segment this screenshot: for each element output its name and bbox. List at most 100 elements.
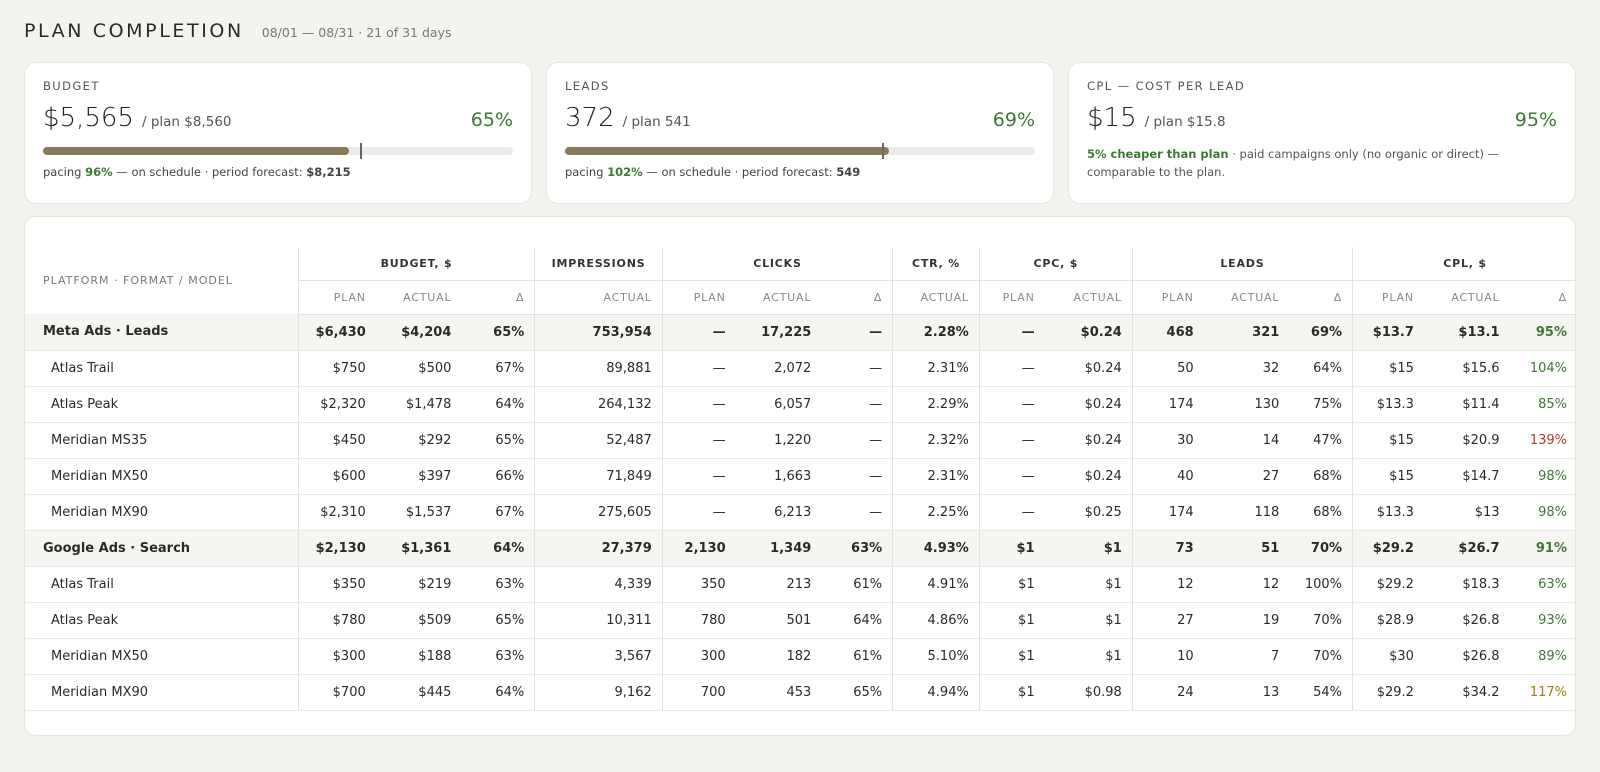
- table-row: Atlas Trail $750 $500 67% 89,881—2,072—2.31%…: [25, 350, 1575, 387]
- leads-card: LEADS 372 / plan 541 69% pacing 102% — o…: [546, 62, 1054, 204]
- table-cell: 264,132: [534, 386, 663, 423]
- table-cell: 182: [735, 638, 822, 675]
- table-cell: —: [821, 386, 893, 423]
- table-cell: $0.25: [1044, 494, 1133, 531]
- subheader-cell: ACTUAL: [1203, 280, 1290, 315]
- table-cell: $300: [297, 638, 376, 675]
- leads-percent: 69%: [992, 109, 1035, 131]
- table-cell: 1,349: [735, 530, 822, 567]
- table-cell: $0.24: [1044, 386, 1133, 423]
- table-cell: $780: [297, 602, 376, 639]
- table-cell: 52,487: [534, 422, 663, 459]
- table-cell: 2,072: [735, 350, 822, 387]
- period-subtitle: 08/01 — 08/31 · 21 of 31 days: [261, 25, 452, 40]
- table-cell: $13.3: [1352, 494, 1424, 531]
- table-cell: 65%: [821, 674, 893, 711]
- table-row: Atlas Peak $2,320 $1,478 64% 264,132—6,057—2…: [25, 386, 1575, 423]
- table-cell: 64%: [461, 530, 535, 567]
- table-cell: 27: [1131, 602, 1204, 639]
- group-impressions: IMPRESSIONS: [534, 247, 663, 281]
- table-cell: 468: [1131, 314, 1204, 351]
- table-cell: 2,130: [661, 530, 736, 567]
- table-cell: 12: [1203, 566, 1290, 603]
- group-clicks: CLICKS: [661, 247, 893, 281]
- table-cell: $18.3: [1423, 566, 1510, 603]
- table-cell: —: [661, 350, 736, 387]
- table-cell: $1,361: [375, 530, 462, 567]
- table-cell: 275,605: [534, 494, 663, 531]
- table-cell: —: [821, 422, 893, 459]
- table-cell: 66%: [461, 458, 535, 495]
- table-cell: $15.6: [1423, 350, 1510, 387]
- table-cell: $0.24: [1044, 422, 1133, 459]
- table-cell: $26.8: [1423, 602, 1510, 639]
- table-cell: 4,339: [534, 566, 663, 603]
- pacing-value: 96%: [85, 165, 113, 179]
- table-cell: 117%: [1509, 674, 1575, 711]
- table-cell: 64%: [461, 674, 535, 711]
- table-cell: 70%: [1289, 530, 1353, 567]
- leads-schedule-marker: [882, 143, 885, 159]
- budget-label: BUDGET: [43, 79, 100, 93]
- table-cell: 753,954: [534, 314, 663, 351]
- table-cell: 4.94%: [892, 674, 980, 711]
- table-cell: 12: [1131, 566, 1204, 603]
- table-cell: 4.86%: [892, 602, 980, 639]
- table-cell: 70%: [1289, 638, 1353, 675]
- table-cell: 64%: [1289, 350, 1353, 387]
- table-cell: —: [821, 350, 893, 387]
- table-cell: 63%: [461, 566, 535, 603]
- table-group-row: Meta Ads · Leads $6,430 $4,204 65% 753,954—1…: [25, 314, 1575, 351]
- table-cell: 98%: [1509, 458, 1575, 495]
- table-cell: $13.1: [1423, 314, 1510, 351]
- table-cell: $0.24: [1044, 314, 1133, 351]
- forecast-value: 549: [836, 165, 861, 179]
- row-name: Meridian MX90: [25, 674, 299, 711]
- table-cell: $2,310: [297, 494, 376, 531]
- table-cell: 300: [661, 638, 736, 675]
- table-cell: 61%: [821, 566, 893, 603]
- table-group-header: PLATFORM · FORMAT / MODEL BUDGET, $ IMPR…: [25, 247, 1575, 287]
- kpi-cards: BUDGET $5,565 / plan $8,560 65% pacing 9…: [24, 62, 1576, 204]
- group-budget: BUDGET, $: [297, 247, 535, 281]
- cpl-plan: / plan $15.8: [1144, 114, 1226, 130]
- subheader-cell: PLAN: [1131, 280, 1204, 315]
- table-cell: $1: [1044, 530, 1133, 567]
- table-cell: 93%: [1509, 602, 1575, 639]
- table-cell: $2,130: [297, 530, 376, 567]
- table-cell: $4,204: [375, 314, 462, 351]
- table-cell: 27: [1203, 458, 1290, 495]
- table-cell: $750: [297, 350, 376, 387]
- subheader-cell: PLAN: [661, 280, 736, 315]
- table-cell: 2.25%: [892, 494, 980, 531]
- table-cell: 10,311: [534, 602, 663, 639]
- table-cell: 453: [735, 674, 822, 711]
- row-name: Meridian MX50: [25, 458, 299, 495]
- leads-progress-fill: [565, 147, 890, 155]
- table-cell: 19: [1203, 602, 1290, 639]
- page-title: PLAN COMPLETION: [24, 20, 244, 42]
- table-cell: 3,567: [534, 638, 663, 675]
- table-cell: 65%: [461, 422, 535, 459]
- table-cell: 63%: [821, 530, 893, 567]
- table-row: Meridian MS35 $450 $292 65% 52,487—1,220—2.3…: [25, 422, 1575, 459]
- table-cell: 67%: [461, 494, 535, 531]
- table-cell: 700: [661, 674, 736, 711]
- row-name: Atlas Peak: [25, 602, 299, 639]
- table-group-row: Google Ads · Search $2,130 $1,361 64% 27,379…: [25, 530, 1575, 567]
- table-cell: —: [978, 350, 1045, 387]
- table-cell: 98%: [1509, 494, 1575, 531]
- table-cell: 100%: [1289, 566, 1353, 603]
- budget-progress-fill: [43, 147, 349, 155]
- budget-card: BUDGET $5,565 / plan $8,560 65% pacing 9…: [24, 62, 532, 204]
- table-cell: $14.7: [1423, 458, 1510, 495]
- table-cell: 6,057: [735, 386, 822, 423]
- table-cell: 7: [1203, 638, 1290, 675]
- subheader-cell: ACTUAL: [892, 280, 980, 315]
- row-name: Atlas Peak: [25, 386, 299, 423]
- table-cell: 213: [735, 566, 822, 603]
- table-cell: 30: [1131, 422, 1204, 459]
- row-name: Meridian MS35: [25, 422, 299, 459]
- table-cell: 24: [1131, 674, 1204, 711]
- forecast-value: $8,215: [306, 165, 351, 179]
